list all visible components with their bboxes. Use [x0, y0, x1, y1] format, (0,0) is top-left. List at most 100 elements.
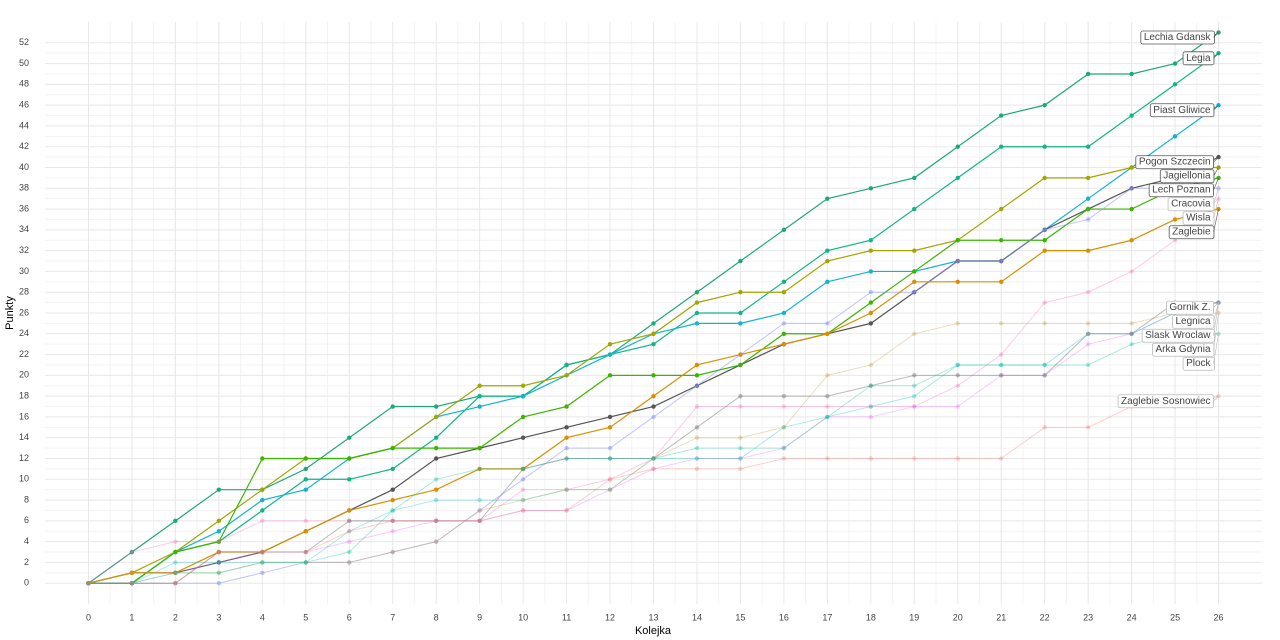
data-point	[520, 497, 526, 503]
data-point	[260, 560, 265, 565]
data-point	[738, 435, 743, 440]
data-point	[477, 518, 482, 524]
data-point	[1085, 217, 1091, 222]
data-point	[651, 466, 656, 472]
data-point	[738, 404, 743, 409]
x-axis-title: Kolejka	[635, 625, 672, 637]
x-tick-label: 15	[735, 612, 745, 622]
data-point	[694, 290, 700, 295]
data-point	[781, 341, 787, 347]
data-point	[1042, 373, 1047, 378]
x-tick-label: 4	[260, 612, 265, 622]
data-point	[564, 362, 569, 368]
data-point	[868, 321, 874, 326]
x-tick-label: 10	[518, 612, 528, 622]
data-point	[607, 487, 613, 492]
data-point	[347, 560, 352, 565]
data-point	[260, 487, 265, 492]
data-point	[781, 227, 787, 233]
data-point	[1129, 206, 1134, 212]
data-point	[607, 445, 613, 451]
data-point	[825, 414, 830, 420]
data-point	[738, 456, 743, 461]
y-tick-label: 38	[19, 183, 29, 193]
data-point	[216, 539, 222, 544]
data-point	[781, 331, 787, 336]
data-point	[955, 321, 960, 326]
data-point	[260, 570, 265, 576]
data-point	[1085, 144, 1091, 149]
legend-label: Slask Wroclaw	[1145, 330, 1211, 341]
data-point	[694, 383, 700, 388]
y-tick-label: 30	[19, 266, 29, 276]
label-box	[1167, 197, 1215, 212]
y-tick-label: 34	[19, 224, 29, 234]
data-point	[825, 196, 830, 201]
data-point	[694, 300, 700, 305]
data-point	[825, 321, 830, 326]
data-point	[781, 456, 787, 461]
series-label: Jagiellonia	[1159, 167, 1219, 184]
data-point	[303, 477, 308, 482]
data-point	[1042, 362, 1047, 368]
data-point	[955, 238, 960, 243]
data-point	[390, 497, 395, 503]
data-point	[781, 279, 787, 285]
x-tick-label: 5	[303, 612, 308, 622]
data-point	[347, 549, 352, 555]
data-point	[520, 414, 526, 420]
data-point	[781, 321, 787, 326]
label-box	[1182, 356, 1215, 371]
y-tick-label: 48	[19, 79, 29, 89]
data-point	[1129, 186, 1134, 191]
y-tick-label: 42	[19, 141, 29, 151]
series-label: Legnica	[1172, 302, 1219, 329]
data-point	[1172, 61, 1178, 66]
data-point	[86, 581, 91, 586]
legend-label: Lech Poznan	[1152, 185, 1210, 196]
data-point	[216, 560, 222, 565]
data-point	[1172, 134, 1178, 139]
data-point	[868, 238, 874, 243]
data-point	[955, 373, 960, 378]
data-point	[1216, 331, 1221, 336]
data-point	[825, 404, 830, 409]
label-box	[1166, 300, 1214, 315]
data-point	[868, 362, 874, 368]
data-point	[303, 487, 308, 492]
label-leader	[1213, 209, 1219, 233]
data-point	[738, 321, 743, 326]
data-point	[129, 581, 135, 586]
data-point	[1042, 425, 1047, 430]
data-point	[651, 393, 656, 399]
data-point	[738, 352, 743, 357]
data-point	[260, 549, 265, 555]
data-point	[781, 404, 787, 409]
data-point	[781, 445, 787, 451]
data-point	[825, 393, 830, 399]
data-point	[390, 549, 395, 555]
data-point	[1042, 300, 1047, 305]
series-label: Legia	[1182, 51, 1219, 66]
data-point	[303, 549, 308, 555]
legend-label: Pogon Szczecin	[1139, 157, 1211, 168]
data-point	[390, 549, 395, 555]
x-tick-label: 11	[562, 612, 571, 622]
data-point	[738, 310, 743, 316]
data-point	[477, 466, 482, 472]
data-point	[1172, 82, 1178, 87]
data-point	[1085, 196, 1091, 201]
data-point	[651, 331, 656, 336]
y-tick-label: 4	[24, 536, 29, 546]
data-point	[912, 175, 917, 181]
y-tick-label: 22	[19, 349, 29, 359]
data-point	[433, 456, 439, 461]
x-tick-label: 24	[1127, 612, 1137, 622]
x-tick-label: 9	[477, 612, 482, 622]
data-point	[477, 445, 482, 451]
data-point	[651, 456, 656, 461]
series-label: Cracovia	[1167, 188, 1219, 212]
data-point	[216, 570, 222, 576]
data-point	[868, 186, 874, 191]
data-point	[694, 362, 700, 368]
